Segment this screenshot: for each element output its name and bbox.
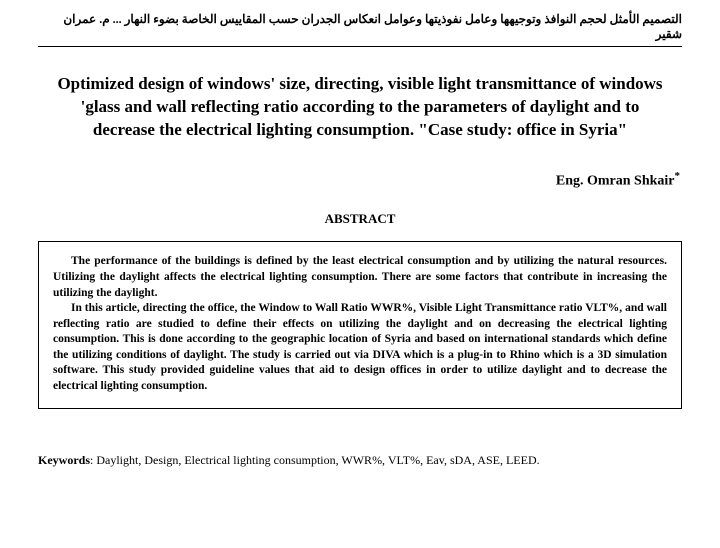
abstract-heading: ABSTRACT (38, 211, 682, 227)
keywords-line: Keywords: Daylight, Design, Electrical l… (38, 451, 682, 469)
author-line: Eng. Omran Shkair* (38, 170, 682, 190)
author-footnote-mark: * (675, 170, 681, 182)
keywords-text: : Daylight, Design, Electrical lighting … (90, 453, 540, 467)
running-header-arabic: التصميم الأمثل لحجم النوافذ وتوجيهها وعا… (38, 12, 682, 47)
author-name: Eng. Omran Shkair (556, 173, 675, 188)
abstract-paragraph: The performance of the buildings is defi… (53, 254, 667, 301)
paper-page: التصميم الأمثل لحجم النوافذ وتوجيهها وعا… (0, 0, 720, 489)
keywords-label: Keywords (38, 453, 90, 467)
abstract-box: The performance of the buildings is defi… (38, 241, 682, 409)
paper-title: Optimized design of windows' size, direc… (38, 73, 682, 142)
abstract-paragraph: In this article, directing the office, t… (53, 301, 667, 394)
